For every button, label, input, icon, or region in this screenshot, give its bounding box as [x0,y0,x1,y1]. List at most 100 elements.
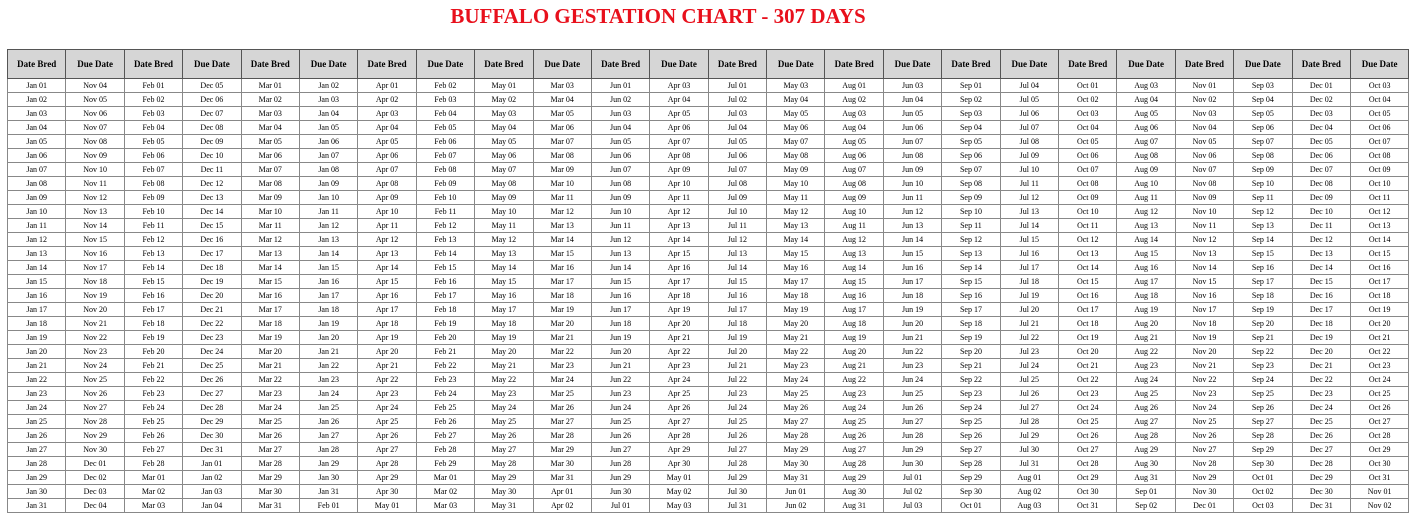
date-bred-cell: Jan 20 [6,344,67,359]
due-date-cell: Oct 27 [1349,414,1410,429]
date-bred-cell: Oct 15 [1058,274,1118,289]
table-row: Jan 13 Nov 16 Feb 13 Dec 17 Mar 13 Jan 14 Apr … [6,246,1410,261]
date-bred-cell: Jun 11 [590,218,651,233]
date-bred-cell: Mar 27 [240,442,300,457]
date-bred-cell: Jul 01 [590,498,651,513]
table-row: Jan 30 Dec 03 Mar 02 Jan 03 Mar 30 Jan 31 Apr … [6,484,1410,499]
date-bred-cell: Jul 10 [707,204,768,219]
due-date-cell: Oct 19 [1349,302,1410,317]
date-bred-cell: Dec 01 [1291,78,1351,93]
date-bred-cell: Feb 08 [123,176,184,191]
date-bred-cell: Dec 28 [1291,456,1351,471]
date-bred-cell: Jan 09 [6,190,67,205]
date-bred-cell: Jul 27 [707,442,768,457]
due-date-cell: Apr 26 [649,400,709,415]
date-bred-cell: Jul 02 [707,92,768,107]
date-bred-cell: Dec 30 [1291,484,1351,499]
due-date-cell: Feb 29 [415,456,476,471]
date-bred-cell: Mar 20 [240,344,300,359]
date-bred-cell: Mar 17 [240,302,300,317]
date-bred-cell: Mar 25 [240,414,300,429]
date-bred-cell: Sep 24 [941,400,1001,415]
due-date-cell: Sep 30 [1233,456,1293,471]
due-date-cell: Oct 24 [1349,372,1410,387]
due-date-cell: Aug 09 [1116,162,1176,177]
due-date-cell: Dec 18 [182,260,242,275]
due-date-cell: Aug 01 [999,470,1060,485]
due-date-cell: Jan 01 [182,456,242,471]
table-row: Jan 17 Nov 20 Feb 17 Dec 21 Mar 17 Jan 18 Apr … [6,302,1410,317]
due-date-cell: Apr 22 [649,344,709,359]
date-bred-cell: Mar 29 [240,470,300,485]
due-date-cell: Jul 17 [999,260,1060,275]
date-bred-cell: Jun 29 [590,470,651,485]
due-date-cell: Apr 24 [649,372,709,387]
date-bred-cell: Dec 08 [1291,176,1351,191]
due-date-cell: Jul 20 [999,302,1060,317]
due-date-cell: Sep 28 [1233,428,1293,443]
due-date-cell: Aug 08 [1116,148,1176,163]
date-bred-cell: Feb 16 [123,288,184,303]
due-date-cell: Apr 23 [649,358,709,373]
due-date-cell: Nov 07 [65,120,125,135]
due-date-cell: Jul 07 [999,120,1060,135]
due-date-cell: Oct 17 [1349,274,1410,289]
date-bred-cell: Feb 24 [123,400,184,415]
due-date-cell: Apr 30 [649,456,709,471]
date-bred-cell: Sep 19 [941,330,1001,345]
due-date-cell: Dec 02 [65,470,125,485]
column-header-due-date: Due Date [999,49,1060,79]
due-date-cell: Feb 05 [415,120,476,135]
due-date-cell: Feb 11 [415,204,476,219]
due-date-cell: Sep 21 [1233,330,1293,345]
date-bred-cell: May 27 [474,442,534,457]
due-date-cell: Feb 18 [415,302,476,317]
date-bred-cell: Jan 08 [6,176,67,191]
date-bred-cell: Jul 19 [707,330,768,345]
date-bred-cell: Nov 12 [1174,232,1235,247]
due-date-cell: Jan 30 [298,470,359,485]
due-date-cell: Sep 27 [1233,414,1293,429]
due-date-cell: Jun 05 [882,106,943,121]
due-date-cell: Jun 21 [882,330,943,345]
table-row: Jan 04 Nov 07 Feb 04 Dec 08 Mar 04 Jan 05 Apr … [6,120,1410,135]
due-date-cell: Jul 25 [999,372,1060,387]
due-date-cell: Apr 06 [649,120,709,135]
due-date-cell: Dec 20 [182,288,242,303]
due-date-cell: Feb 22 [415,358,476,373]
due-date-cell: Jan 03 [298,92,359,107]
due-date-cell: Jun 01 [766,484,826,499]
date-bred-cell: Mar 23 [240,386,300,401]
date-bred-cell: Apr 29 [357,470,417,485]
due-date-cell: Nov 17 [65,260,125,275]
due-date-cell: Dec 12 [182,176,242,191]
date-bred-cell: May 10 [474,204,534,219]
due-date-cell: May 18 [766,288,826,303]
table-row: Jan 20 Nov 23 Feb 20 Dec 24 Mar 20 Jan 21 Apr … [6,344,1410,359]
due-date-cell: Oct 31 [1349,470,1410,485]
due-date-cell: Nov 18 [65,274,125,289]
date-bred-cell: May 07 [474,162,534,177]
date-bred-cell: Jan 17 [6,302,67,317]
column-header-date-bred: Date Bred [6,49,67,79]
date-bred-cell: Dec 01 [1174,498,1235,513]
date-bred-cell: May 23 [474,386,534,401]
date-bred-cell: Aug 25 [824,414,884,429]
date-bred-cell: Apr 18 [357,316,417,331]
date-bred-cell: Apr 01 [357,78,417,93]
due-date-cell: Dec 08 [182,120,242,135]
date-bred-cell: Dec 27 [1291,442,1351,457]
due-date-cell: Dec 28 [182,400,242,415]
due-date-cell: May 10 [766,176,826,191]
date-bred-cell: Jul 25 [707,414,768,429]
date-bred-cell: Oct 19 [1058,330,1118,345]
due-date-cell: Aug 21 [1116,330,1176,345]
date-bred-cell: May 19 [474,330,534,345]
due-date-cell: Feb 01 [298,498,359,513]
date-bred-cell: Dec 22 [1291,372,1351,387]
date-bred-cell: Sep 20 [941,344,1001,359]
due-date-cell: Sep 29 [1233,442,1293,457]
date-bred-cell: Jun 01 [590,78,651,93]
due-date-cell: Dec 21 [182,302,242,317]
date-bred-cell: Oct 18 [1058,316,1118,331]
